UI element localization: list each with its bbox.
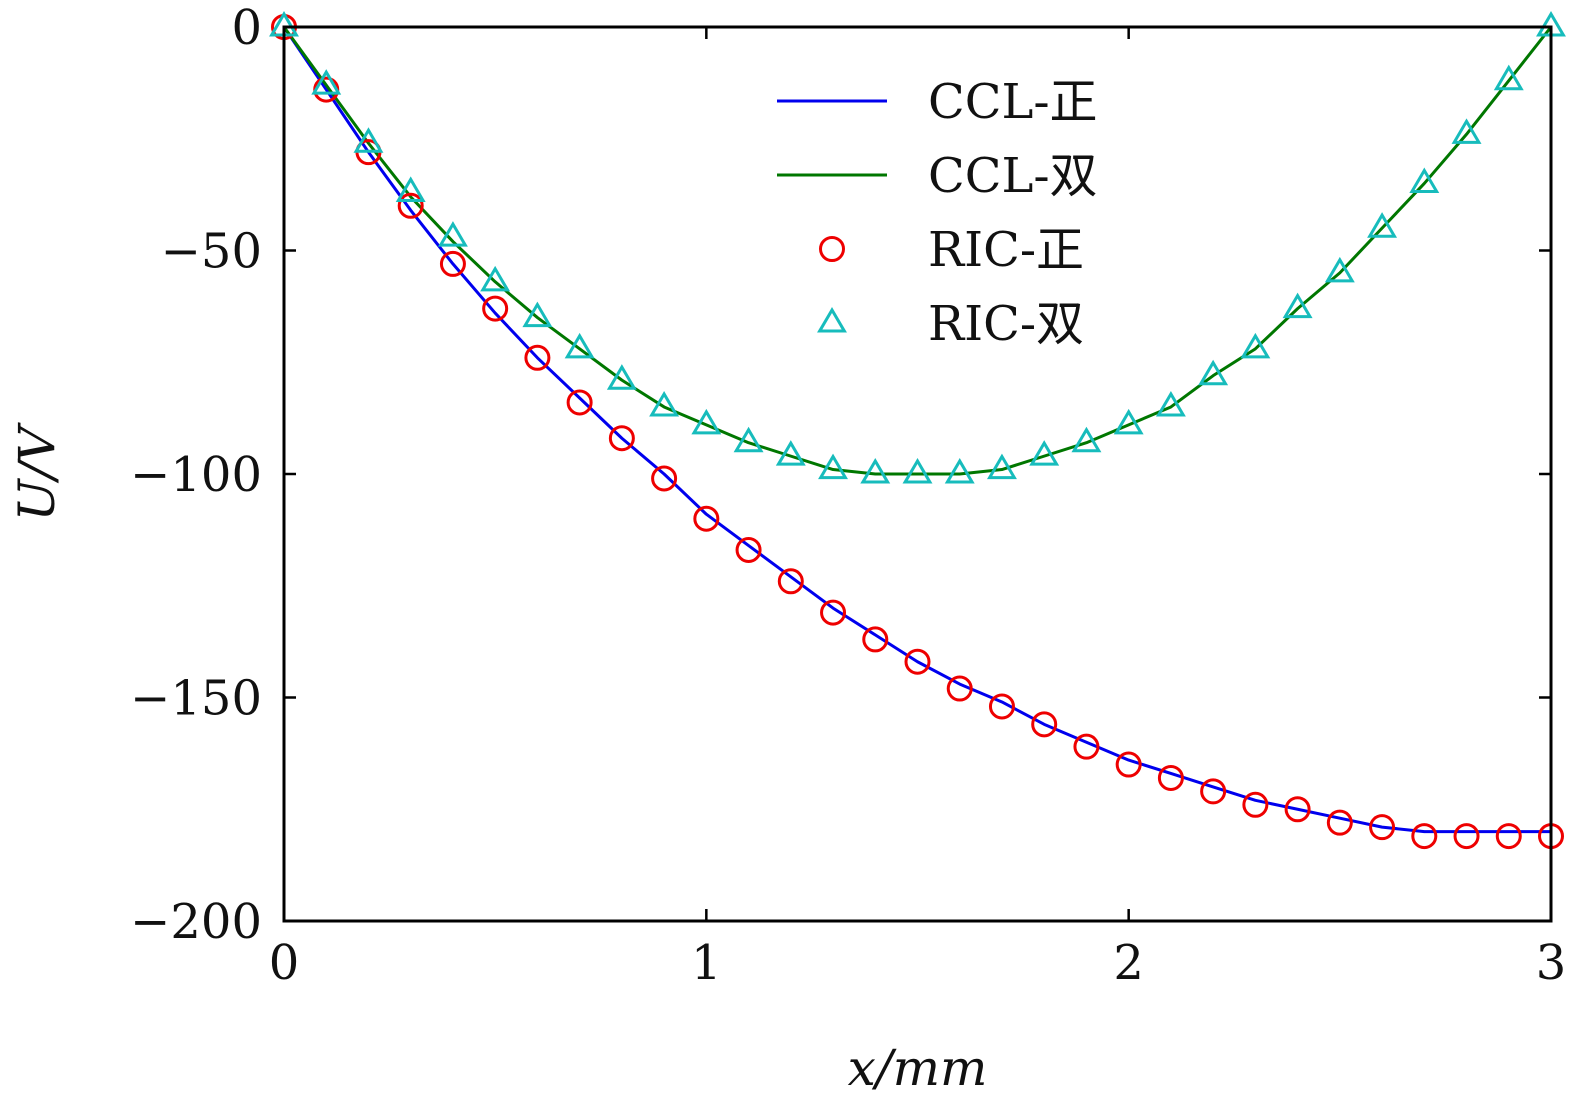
- series-3-point: [566, 389, 593, 416]
- series-4-point: [986, 453, 1017, 480]
- series-3-point: [1411, 823, 1438, 850]
- series-4-point: [1367, 212, 1398, 238]
- axis-labels: x/mm U/V: [8, 422, 987, 1097]
- series-3-point: [1369, 814, 1396, 841]
- series-4-point: [691, 408, 722, 435]
- series-3-point: [1157, 764, 1184, 791]
- series-3-point: [439, 250, 466, 277]
- series-3-point: [524, 344, 551, 371]
- series-3-point: [608, 425, 635, 452]
- series-4-point: [902, 458, 933, 484]
- series-2-line: [282, 26, 1553, 476]
- series-lines: [282, 26, 1553, 834]
- y-tick-label: 0: [231, 0, 262, 56]
- series-4-point: [480, 265, 511, 292]
- series-4-point: [775, 440, 806, 466]
- y-axis-label: U/V: [8, 422, 66, 522]
- series-3-point: [820, 599, 847, 626]
- series-3-point: [1242, 791, 1269, 818]
- y-tick-label: −50: [161, 224, 262, 280]
- y-tick-label: −200: [130, 894, 262, 950]
- series-3-point: [735, 536, 762, 563]
- series-4-point: [353, 127, 384, 153]
- series-3-point: [651, 465, 678, 492]
- series-4-point: [1029, 440, 1060, 466]
- series-3-point: [946, 675, 973, 702]
- series-4-point: [860, 458, 891, 484]
- series-4-point: [733, 426, 764, 453]
- axis-ticks: 0 1 2 3 0 −50 −100 −150 −200: [130, 0, 1566, 991]
- series-4-point: [1155, 390, 1186, 417]
- series-3-point: [1031, 711, 1058, 738]
- y-tick-label: −100: [130, 447, 262, 503]
- legend-label-2: CCL-双: [928, 148, 1098, 204]
- series-3-point: [1284, 796, 1311, 823]
- series-4-point: [1409, 167, 1440, 194]
- legend-label-3: RIC-正: [928, 222, 1084, 278]
- legend-label-4: RIC-双: [928, 296, 1084, 352]
- series-4-point: [1198, 359, 1229, 386]
- x-tick-label: 2: [1113, 935, 1144, 991]
- series-4-point: [1451, 118, 1482, 144]
- series-3-point: [693, 505, 720, 532]
- series-3-point: [1115, 751, 1142, 778]
- series-3-point: [1200, 778, 1227, 805]
- series-3-point: [1453, 823, 1480, 850]
- series-4-point: [818, 453, 849, 480]
- series-4-point: [311, 69, 342, 95]
- series-3-point: [904, 648, 931, 675]
- series-4-point: [437, 221, 468, 247]
- x-tick-label: 0: [269, 935, 300, 991]
- series-3-point: [777, 568, 804, 595]
- x-tick-label: 1: [691, 935, 722, 991]
- series-4-point: [1493, 64, 1524, 91]
- series-4-point: [649, 390, 680, 417]
- series-4-point: [1282, 292, 1313, 319]
- series-4-point: [1240, 332, 1271, 359]
- series-3-point: [1495, 823, 1522, 850]
- x-tick-label: 3: [1536, 935, 1567, 991]
- series-4-point: [1324, 256, 1355, 283]
- series-4-point: [522, 301, 553, 328]
- series-4-point: [564, 332, 595, 359]
- series-1-line: [282, 26, 1551, 834]
- series-markers: [269, 11, 1566, 850]
- series-3-point: [397, 192, 424, 219]
- series-4-point: [1113, 408, 1144, 435]
- series-3-point: [1073, 733, 1100, 760]
- legend-label-1: CCL-正: [928, 74, 1098, 130]
- series-3-point: [1326, 809, 1353, 836]
- legend-key-3: [819, 236, 845, 262]
- series-3-point: [988, 693, 1015, 720]
- x-axis-label: x/mm: [848, 1039, 988, 1097]
- y-tick-label: −150: [130, 671, 262, 727]
- series-4-point: [1071, 426, 1102, 453]
- series-4-point: [944, 458, 975, 484]
- legend-key-4: [817, 307, 847, 333]
- series-3-point: [862, 626, 889, 653]
- series-4-point: [606, 364, 637, 390]
- series-4-point: [395, 176, 426, 202]
- series-3-point: [482, 295, 509, 322]
- legend: CCL-正 CCL-双 RIC-正 RIC-双: [777, 74, 1098, 352]
